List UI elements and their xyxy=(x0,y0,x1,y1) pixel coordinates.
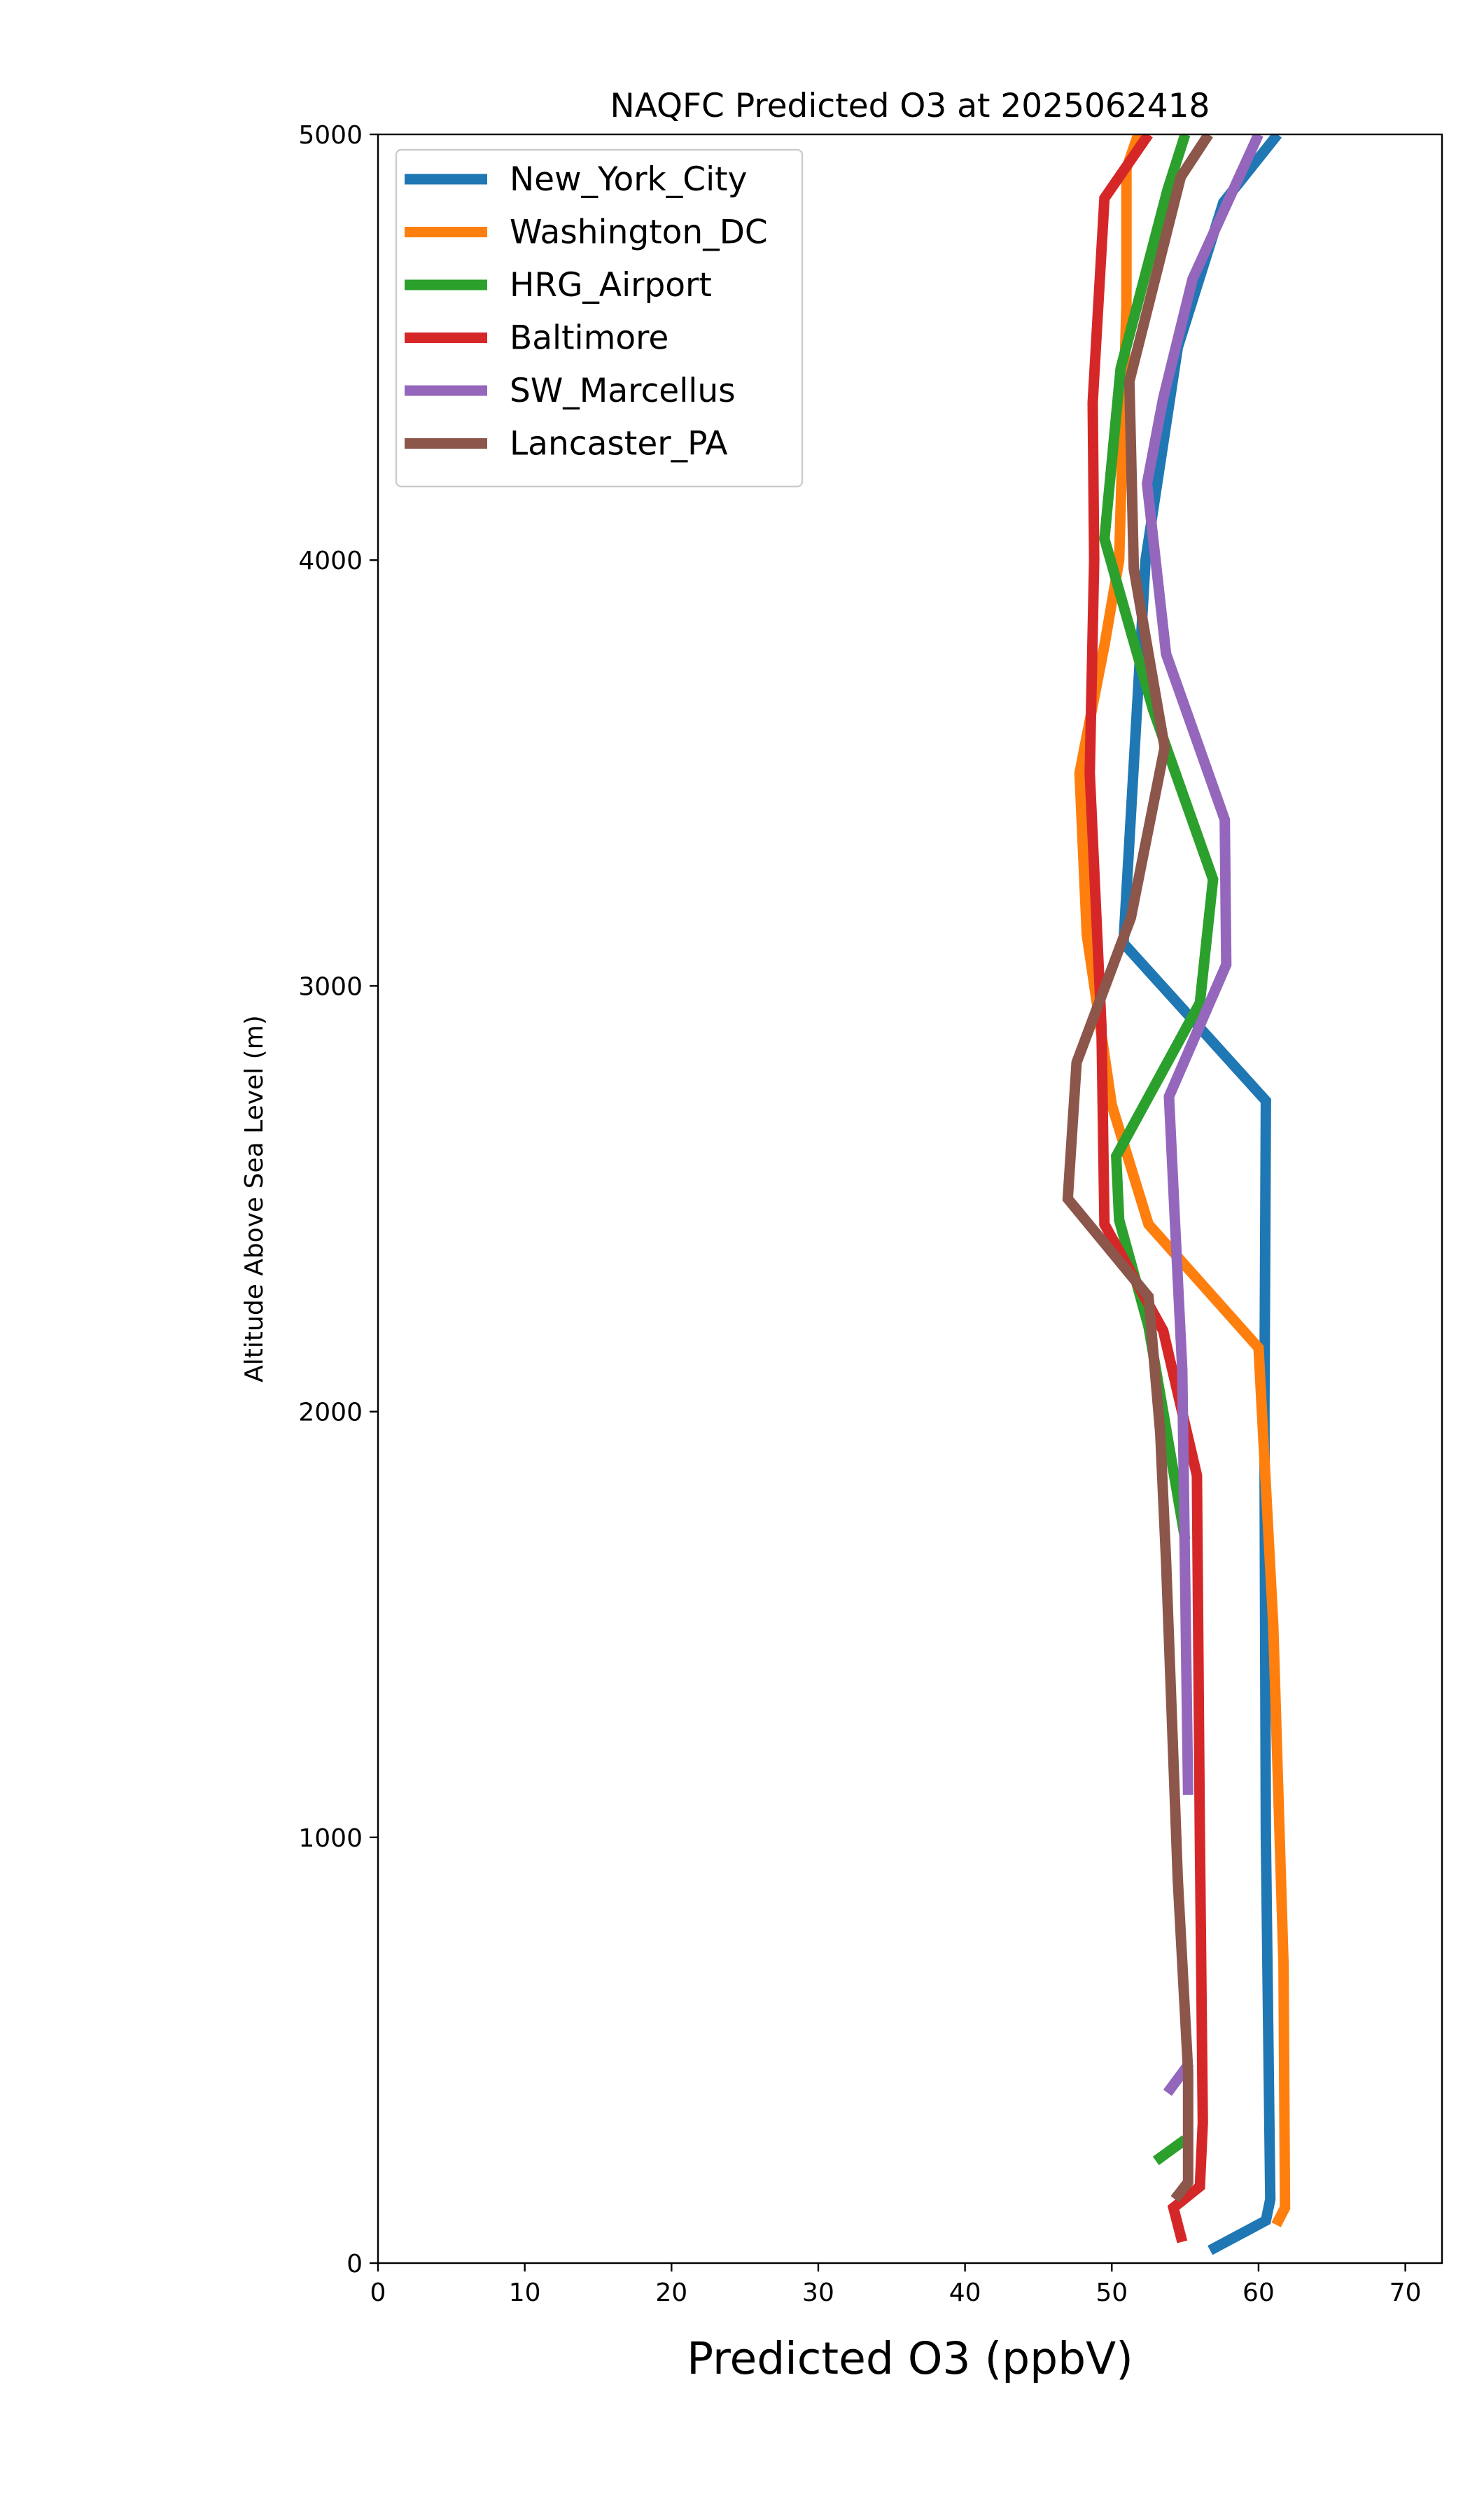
series-line-hrg-airport xyxy=(1099,134,1219,1541)
y-tick-label: 4000 xyxy=(298,547,363,575)
x-tick-label: 60 xyxy=(1242,2278,1275,2307)
y-axis-label: Altitude Above Sea Level (m) xyxy=(240,1015,269,1382)
plot-frame xyxy=(377,133,1443,2264)
series-layer xyxy=(1062,134,1291,2255)
legend-label-sw-marcellus: SW_Marcellus xyxy=(510,372,736,410)
y-tick-label: 2000 xyxy=(298,1399,363,1427)
series-line-lancaster-pa xyxy=(1062,134,1213,2203)
x-tick-label: 50 xyxy=(1096,2278,1128,2307)
legend-label-lancaster-pa: Lancaster_PA xyxy=(510,425,728,463)
series-line-hrg-airport xyxy=(1152,2135,1189,2166)
legend-label-new-york-city: New_York_City xyxy=(510,160,747,199)
x-tick-label: 0 xyxy=(370,2278,386,2307)
legend-label-washington-dc: Washington_DC xyxy=(510,214,768,252)
y-tick-label: 1000 xyxy=(298,1824,363,1853)
y-tick-label: 5000 xyxy=(298,121,363,150)
legend-label-hrg-airport: HRG_Airport xyxy=(510,266,712,304)
chart-title: NAQFC Predicted O3 at 2025062418 xyxy=(610,87,1210,125)
x-tick-label: 20 xyxy=(655,2278,687,2307)
series-line-sw-marcellus xyxy=(1142,134,1264,1795)
legend-box xyxy=(395,148,804,488)
legend-label-baltimore: Baltimore xyxy=(510,319,668,358)
x-tick-label: 40 xyxy=(949,2278,981,2307)
x-tick-label: 10 xyxy=(509,2278,541,2307)
axes-layer: 0 10 20 30 40 50 60 70 0 1000 2000 3000 4000 5000 xyxy=(298,121,1443,2307)
y-tick-label: 3000 xyxy=(298,972,363,1001)
x-tick-label: 70 xyxy=(1390,2278,1422,2307)
x-axis-label: Predicted O3 (ppbV) xyxy=(687,2333,1133,2384)
y-tick-label: 0 xyxy=(346,2250,363,2278)
legend: New_York_City Washington_DC HRG_Airport Bal… xyxy=(395,148,804,488)
x-tick-label: 30 xyxy=(802,2278,834,2307)
